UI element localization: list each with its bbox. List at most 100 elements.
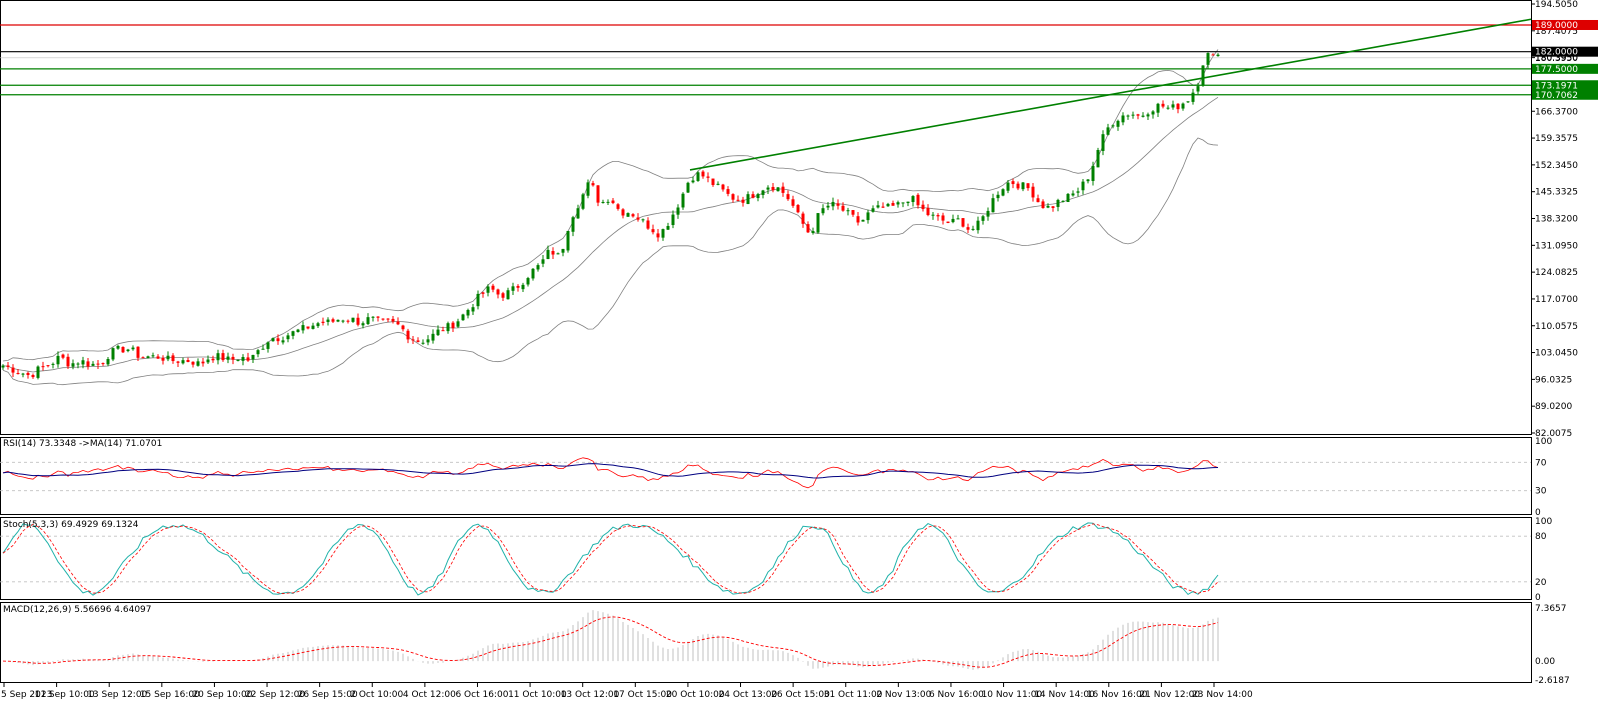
candle-body: [831, 201, 835, 207]
candle-body: [216, 353, 220, 361]
candle-body: [156, 356, 160, 359]
candle-body: [611, 200, 615, 204]
candle-body: [596, 185, 600, 203]
candle-body: [701, 171, 705, 177]
candle-body: [1096, 150, 1100, 168]
price-tick-label: 152.3450: [1535, 161, 1578, 171]
time-tick-label: 5 Sep 2023: [1, 690, 52, 700]
price-tick-label: 159.3575: [1535, 134, 1578, 144]
candle-body: [251, 354, 255, 360]
time-tick-label: 16 Nov 16:00: [1087, 690, 1148, 700]
macd-panel[interactable]: [0, 602, 1532, 683]
candle-body: [441, 330, 445, 332]
candle-body: [631, 214, 635, 217]
candle-body: [486, 286, 490, 293]
candle-body: [731, 194, 735, 200]
candle-body: [71, 363, 75, 367]
candle-body: [1021, 182, 1025, 190]
stoch-panel[interactable]: [0, 517, 1532, 600]
candle-body: [11, 367, 15, 373]
candle-body: [531, 268, 535, 279]
candle-body: [621, 209, 625, 216]
candle-body: [911, 196, 915, 203]
candle-body: [721, 184, 725, 190]
price-panel[interactable]: [0, 0, 1532, 435]
candle-body: [891, 203, 895, 206]
candle-body: [421, 342, 425, 344]
stoch-axis-label: 20: [1535, 578, 1547, 588]
candle-body: [381, 318, 385, 320]
candle-body: [826, 205, 830, 208]
candle-body: [1156, 103, 1160, 113]
candle-body: [821, 208, 825, 214]
candle-body: [1151, 111, 1155, 115]
candle-body: [796, 205, 800, 213]
candle-body: [376, 316, 380, 318]
candle-body: [196, 361, 200, 366]
candle-body: [36, 366, 40, 378]
candle-body: [506, 290, 510, 300]
candle-body: [1066, 193, 1070, 203]
candle-body: [46, 365, 50, 367]
time-tick-label: 26 Oct 15:00: [771, 690, 830, 700]
candle-body: [841, 205, 845, 211]
candle-body: [606, 201, 610, 203]
candle-body: [871, 208, 875, 212]
candle-body: [836, 203, 840, 206]
candle-body: [1211, 54, 1215, 56]
level-tag-label: 182.0000: [1535, 48, 1578, 58]
stoch-axis-label: 80: [1535, 532, 1547, 542]
trendline-line: [689, 18, 1532, 171]
candle-body: [1196, 86, 1200, 92]
candle-body: [6, 365, 10, 367]
rsi-panel[interactable]: [0, 437, 1532, 515]
candle-body: [416, 340, 420, 342]
candle-body: [926, 207, 930, 216]
candle-body: [371, 316, 375, 318]
candle-body: [1006, 182, 1010, 191]
candle-body: [601, 201, 605, 203]
candle-body: [246, 357, 250, 361]
time-tick-label: 2 Oct 10:00: [350, 690, 403, 700]
candle-body: [526, 278, 530, 285]
candle-body: [516, 285, 520, 288]
candle-body: [166, 355, 170, 360]
price-tick-label: 96.0325: [1535, 375, 1572, 385]
time-tick-label: 6 Nov 16:00: [929, 690, 984, 700]
candle-body: [351, 317, 355, 322]
candle-body: [806, 224, 810, 233]
candle-body: [491, 285, 495, 290]
candle-body: [1016, 183, 1020, 189]
candle-body: [1106, 127, 1110, 135]
candle-body: [521, 284, 525, 290]
candle-body: [936, 215, 940, 217]
candle-body: [286, 335, 290, 340]
candle-body: [816, 213, 820, 233]
rsi-axis-label: 70: [1535, 458, 1547, 468]
candle-body: [591, 183, 595, 186]
candle-body: [1186, 101, 1190, 103]
candle-body: [241, 357, 245, 361]
candle-body: [951, 218, 955, 223]
candle-body: [296, 329, 300, 332]
candle-body: [751, 194, 755, 198]
candle-body: [1216, 54, 1220, 57]
candle-body: [56, 355, 60, 365]
candle-body: [461, 314, 465, 321]
candle-body: [966, 227, 970, 230]
candle-body: [81, 360, 85, 365]
time-tick-label: 15 Sep 16:00: [140, 690, 200, 700]
candle-body: [996, 194, 1000, 199]
stoch-signal-line: [2, 523, 1219, 595]
candle-body: [451, 322, 455, 329]
candle-body: [476, 293, 480, 307]
candle-body: [961, 218, 965, 227]
candle-body: [386, 318, 390, 320]
candle-body: [411, 339, 415, 341]
level-tag-label: 177.5000: [1535, 65, 1578, 75]
candle-body: [221, 353, 225, 361]
candle-body: [431, 333, 435, 341]
candle-body: [1071, 193, 1075, 196]
time-tick-label: 23 Nov 14:00: [1192, 690, 1253, 700]
